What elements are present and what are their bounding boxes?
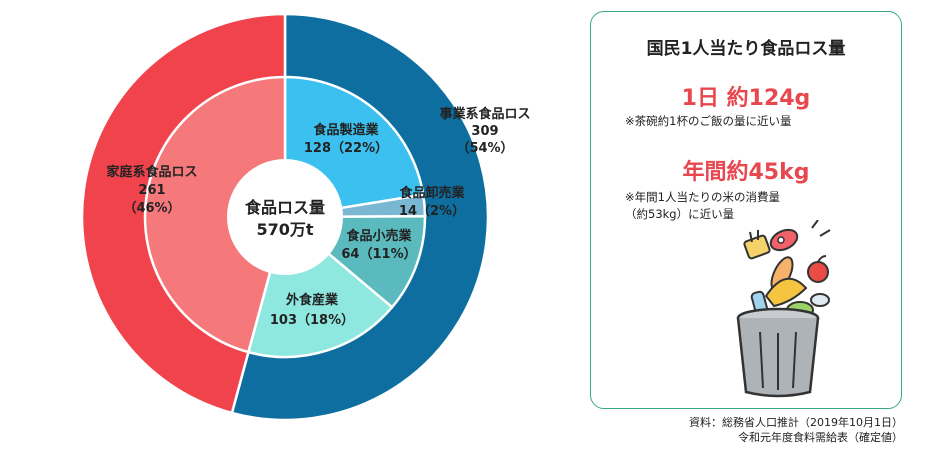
label-manufacturing-value: 128（22%）	[304, 140, 388, 156]
yearly-amount: 年間約45kg	[682, 160, 810, 185]
label-business-name: 事業系食品ロス	[439, 106, 530, 122]
label-manufacturing-name: 食品製造業	[313, 122, 379, 138]
inner-slice-4	[143, 75, 287, 354]
label-retail-value: 64（11%）	[341, 246, 416, 262]
center-label-title: 食品ロス量	[244, 198, 325, 217]
label-household-pct: （46%）	[123, 200, 180, 216]
label-restaurant-value: 103（18%）	[270, 312, 354, 328]
label-retail-name: 食品小売業	[346, 228, 412, 244]
source-line1: 資料：総務省人口推計（2019年10月1日）	[689, 416, 903, 429]
info-title: 国民1人当たり食品ロス量	[646, 39, 846, 59]
yearly-note-line2: （約53kg）に近い量	[625, 207, 735, 221]
per-capita-info-box: 国民1人当たり食品ロス量 1日 約124g ※茶碗約1杯のご飯の量に近い量 年間…	[590, 11, 902, 409]
label-wholesale-value: 14（2%）	[399, 203, 465, 219]
center-label-total: 570万t	[256, 220, 313, 239]
daily-note: ※茶碗約1杯のご飯の量に近い量	[625, 114, 792, 128]
food-loss-donut-chart: 食品ロス量 570万t 事業系食品ロス 309 （54%） 家庭系食品ロス 26…	[80, 12, 531, 422]
trash-can-with-food-icon	[736, 220, 831, 398]
daily-amount: 1日 約124g	[681, 86, 811, 111]
label-wholesale-name: 食品卸売業	[399, 185, 465, 201]
center-hole	[227, 159, 343, 275]
yearly-note-line1: ※年間1人当たりの米の消費量	[625, 190, 780, 204]
label-household-name: 家庭系食品ロス	[106, 164, 197, 180]
label-restaurant-name: 外食産業	[285, 292, 339, 308]
source-line2: 令和元年度食料需給表（確定値）	[738, 431, 903, 444]
label-business-pct: （54%）	[456, 140, 513, 156]
label-household-value: 261	[138, 183, 165, 198]
label-business-value: 309	[471, 124, 498, 139]
